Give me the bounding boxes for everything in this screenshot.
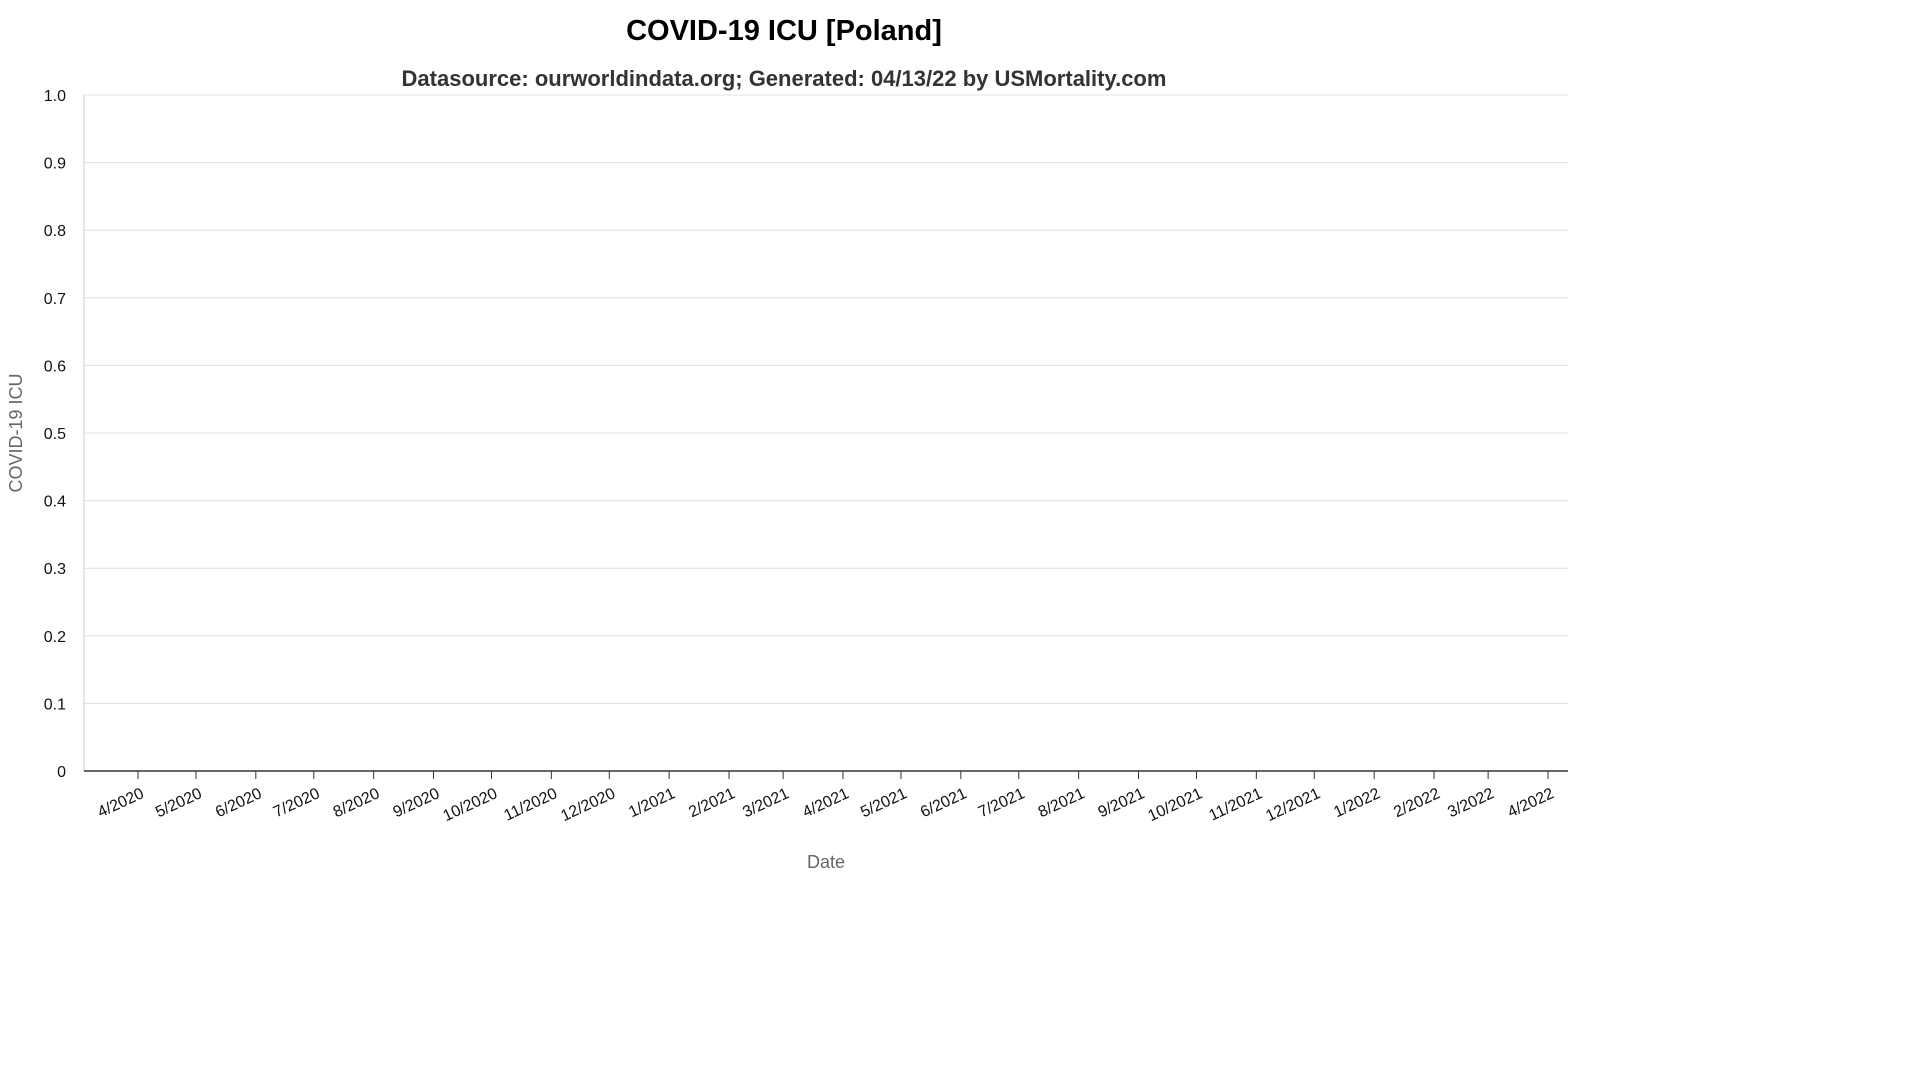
y-tick-label: 0.5 bbox=[44, 426, 66, 443]
grid bbox=[84, 94, 1568, 704]
x-axis-title: Date bbox=[807, 852, 845, 872]
x-tick-label: 4/2020 bbox=[95, 785, 147, 821]
y-tick-label: 0.2 bbox=[44, 629, 66, 646]
x-tick-label: 1/2021 bbox=[626, 785, 678, 821]
y-tick-label: 1.0 bbox=[44, 88, 66, 105]
y-tick-label: 0.3 bbox=[44, 561, 66, 578]
x-tick-label: 8/2021 bbox=[1036, 785, 1088, 821]
x-tick-label: 5/2020 bbox=[153, 785, 205, 821]
y-tick-label: 0.9 bbox=[44, 156, 66, 173]
x-tick-label: 6/2021 bbox=[918, 785, 970, 821]
x-tick-label: 7/2021 bbox=[976, 785, 1028, 821]
x-tick-label: 10/2021 bbox=[1146, 785, 1206, 825]
chart-title: COVID-19 ICU [Poland] bbox=[626, 15, 942, 47]
x-tick-label: 4/2022 bbox=[1505, 785, 1557, 821]
x-tick-label: 11/2020 bbox=[502, 785, 561, 824]
y-tick-label: 0 bbox=[57, 764, 66, 781]
y-tick-label: 0.8 bbox=[44, 223, 66, 240]
x-tick-label: 12/2021 bbox=[1263, 785, 1323, 825]
x-tick-label: 11/2021 bbox=[1207, 785, 1266, 824]
y-tick-label: 0.4 bbox=[44, 494, 66, 511]
x-tick-label: 2/2022 bbox=[1391, 785, 1443, 821]
y-axis-title: COVID-19 ICU bbox=[6, 373, 26, 492]
x-tick-label: 2/2021 bbox=[686, 785, 738, 821]
x-tick-label: 7/2020 bbox=[271, 785, 323, 821]
x-tick-label: 8/2020 bbox=[331, 785, 383, 821]
x-tick-label: 9/2020 bbox=[391, 785, 443, 821]
y-tick-label: 0.1 bbox=[44, 696, 66, 713]
x-tick-label: 5/2021 bbox=[858, 785, 910, 821]
y-axis-ticks: 0 0.1 0.2 0.3 0.4 0.5 0.6 0.7 0.8 0.9 1.0 bbox=[44, 88, 66, 781]
x-axis-ticks: 4/2020 5/2020 6/2020 7/2020 8/2020 9/202010/2… bbox=[95, 771, 1557, 825]
x-tick-label: 12/2020 bbox=[558, 785, 618, 825]
y-tick-label: 0.7 bbox=[44, 291, 66, 308]
x-tick-label: 1/2022 bbox=[1331, 785, 1383, 821]
y-tick-label: 0.6 bbox=[44, 358, 66, 375]
x-tick-label: 10/2020 bbox=[441, 785, 501, 825]
x-tick-label: 3/2022 bbox=[1445, 785, 1497, 821]
x-tick-label: 6/2020 bbox=[213, 785, 265, 821]
x-tick-label: 4/2021 bbox=[800, 785, 852, 821]
x-tick-label: 3/2021 bbox=[740, 785, 792, 821]
x-tick-label: 9/2021 bbox=[1096, 785, 1148, 821]
chart: COVID-19 ICU [Poland] Datasource: ourwor… bbox=[6, 15, 1568, 872]
chart-subtitle: Datasource: ourworldindata.org; Generate… bbox=[402, 66, 1167, 91]
